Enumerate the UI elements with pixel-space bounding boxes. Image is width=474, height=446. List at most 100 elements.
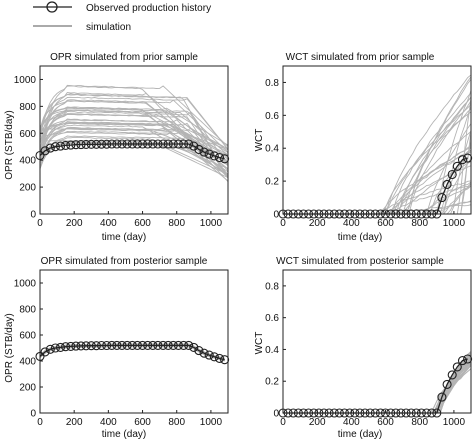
observed-point: [117, 139, 127, 149]
y-tick-label: 0: [30, 409, 36, 420]
observed-point: [173, 340, 183, 350]
y-tick-label: 200: [19, 383, 36, 394]
observed-point: [71, 140, 81, 150]
axes-frame: [39, 65, 229, 215]
x-axis-label: time (day): [102, 232, 146, 243]
observed-series: [35, 139, 230, 164]
simulation-curve: [39, 94, 229, 150]
observed-point: [127, 139, 137, 149]
y-axis-label: OPR (STB/day): [4, 313, 15, 382]
x-tick-label: 600: [377, 417, 394, 428]
x-ticks: 0 200 400 600 800 1000: [37, 211, 222, 229]
simulation-curve: [39, 93, 229, 179]
x-tick-label: 200: [309, 417, 326, 428]
observed-point: [184, 340, 194, 350]
observed-point: [45, 143, 55, 153]
observed-point: [158, 340, 168, 350]
y-tick-label: 600: [19, 129, 36, 140]
observed-point: [447, 370, 457, 380]
observed-point: [442, 379, 452, 389]
observed-point: [168, 139, 178, 149]
observed-point: [66, 341, 76, 351]
observed-point: [55, 141, 66, 151]
y-tick-label: 0.2: [265, 377, 279, 388]
simulation-curve: [39, 107, 229, 179]
y-tick-label: 0: [273, 409, 279, 420]
observed-point: [452, 161, 462, 171]
x-tick-label: 200: [66, 417, 83, 428]
observed-point: [71, 341, 81, 351]
observed-point: [96, 340, 107, 351]
simulation-curve: [39, 128, 229, 160]
x-tick-label: 1000: [200, 417, 223, 428]
panel-title: WCT simulated from prior sample: [286, 52, 435, 63]
simulation-curve: [39, 113, 229, 150]
legend-observed-label: Observed production history: [86, 3, 211, 14]
axes-frame: [282, 269, 472, 414]
x-tick-label: 800: [168, 417, 185, 428]
observed-point: [148, 340, 158, 350]
observed-point: [179, 139, 189, 149]
simulation-curve: [39, 109, 229, 156]
observed-point: [91, 341, 101, 351]
observed-point: [179, 340, 189, 350]
observed-point: [163, 340, 173, 350]
panel-title: WCT simulated from posterior sample: [276, 256, 444, 267]
x-tick-label: 800: [168, 218, 185, 229]
y-tick-label: 800: [19, 305, 36, 316]
y-tick-label: 0.8: [265, 78, 279, 89]
observed-point: [76, 140, 86, 150]
y-tick-label: 800: [19, 102, 36, 113]
observed-point: [204, 350, 214, 360]
observed-line: [39, 344, 225, 361]
observed-point: [132, 340, 142, 350]
simulation-curve: [39, 119, 229, 166]
observed-point: [50, 343, 60, 353]
observed-point: [153, 340, 163, 350]
observed-point: [112, 340, 122, 350]
y-axis-label: WCT: [254, 332, 265, 355]
observed-point: [96, 139, 107, 149]
y-tick-label: 0: [273, 210, 279, 221]
x-tick-label: 1000: [200, 218, 223, 229]
observed-point: [158, 139, 168, 149]
simulation-curve: [39, 96, 229, 150]
observed-point: [137, 340, 148, 350]
observed-point: [199, 147, 209, 157]
observed-point: [50, 142, 60, 152]
observed-point: [447, 169, 457, 180]
observed-point: [214, 353, 225, 363]
x-tick-label: 600: [377, 218, 394, 229]
x-tick-label: 600: [134, 218, 151, 229]
observed-point: [102, 340, 112, 351]
axes-frame: [282, 65, 472, 215]
observed-point: [163, 139, 173, 149]
simulation-curve: [39, 136, 229, 175]
simulation-curve: [39, 106, 229, 146]
observed-point: [214, 152, 225, 163]
legend: Observed production history simulation: [33, 1, 211, 33]
observed-point: [457, 155, 468, 165]
observed-point: [61, 140, 71, 150]
x-axis-label: time (day): [338, 232, 382, 243]
simulation-curve: [283, 139, 472, 215]
x-ticks: 0 200 400 600 800 1000: [37, 410, 222, 428]
observed-point: [122, 340, 132, 350]
y-tick-label: 0.4: [265, 144, 279, 155]
y-tick-label: 0.2: [265, 177, 279, 188]
y-tick-label: 1000: [14, 75, 37, 86]
panel-title: OPR simulated from prior sample: [50, 52, 198, 63]
x-ticks: 0 200 400 600 800 1000: [280, 410, 465, 428]
observed-point: [220, 355, 230, 365]
x-ticks: 0 200 400 600 800 1000: [280, 211, 465, 229]
observed-point: [81, 139, 91, 149]
y-axis-label: WCT: [254, 129, 265, 152]
observed-point: [189, 141, 199, 151]
observed-point: [40, 347, 50, 357]
panel-wct-posterior: WCT simulated from posterior sample WCT …: [254, 256, 473, 440]
y-tick-label: 0: [30, 210, 36, 221]
x-tick-label: 600: [134, 417, 151, 428]
observed-point: [204, 149, 214, 159]
observed-point: [61, 342, 71, 352]
simulation-curve: [39, 127, 229, 165]
